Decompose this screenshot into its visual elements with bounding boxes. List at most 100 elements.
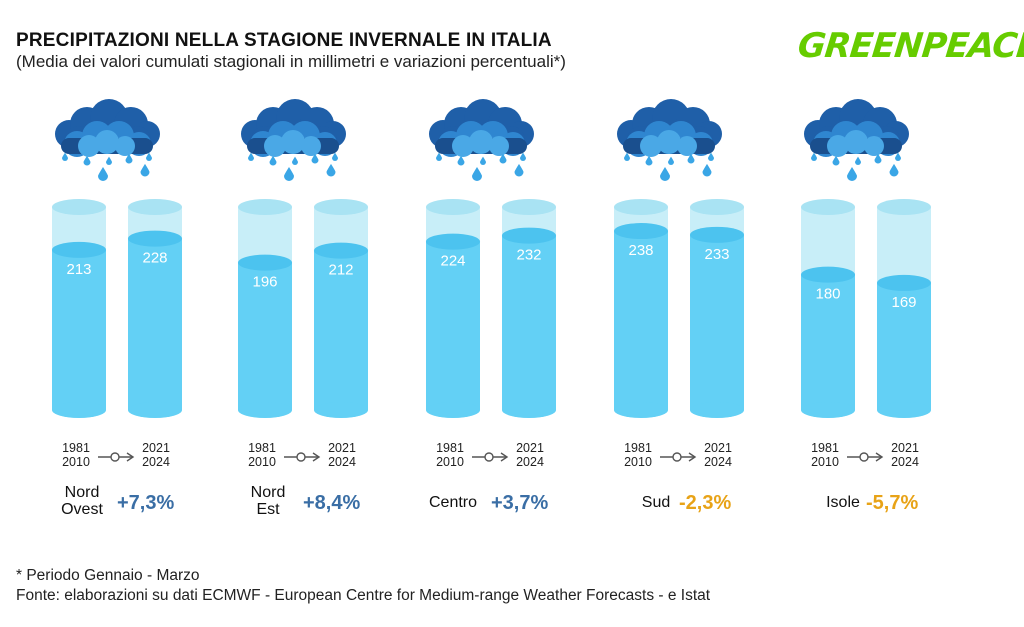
bar <box>614 231 668 410</box>
tube-rim <box>128 199 182 215</box>
bar-value-label: 228 <box>142 250 167 267</box>
region-label: Centro <box>429 494 477 511</box>
bar <box>52 249 106 410</box>
bar-value-label: 232 <box>516 247 541 264</box>
bar <box>426 241 480 410</box>
percent-change: +7,3% <box>117 492 174 514</box>
bar-value-label: 238 <box>628 242 653 259</box>
bar-tube: 180 <box>801 199 855 418</box>
bar-base <box>52 402 106 418</box>
period-label: 2024 <box>328 455 356 469</box>
tube-rim <box>614 199 668 215</box>
bar-surface <box>426 233 480 250</box>
percent-change: -2,3% <box>679 492 731 514</box>
region-label: Sud <box>642 494 670 511</box>
bar-tube: 232 <box>502 199 556 418</box>
period-label: 2021 <box>142 441 170 455</box>
footnote-source: Fonte: elaborazioni su dati ECMWF - Euro… <box>16 587 711 604</box>
rain-cloud-icon <box>241 99 346 181</box>
tube-rim <box>801 199 855 215</box>
period-label: 2021 <box>516 441 544 455</box>
bar-tube: 212 <box>314 199 368 418</box>
period-label: 1981 <box>624 441 652 455</box>
arrow-icon <box>660 452 697 462</box>
period-label: 2010 <box>811 455 839 469</box>
footnote-period: * Periodo Gennaio - Marzo <box>16 567 200 584</box>
period-label: 2021 <box>704 441 732 455</box>
bar-surface <box>502 227 556 244</box>
bar-base <box>426 402 480 418</box>
bar-tube: 228 <box>128 199 182 418</box>
period-label: 2010 <box>624 455 652 469</box>
bar-tube: 233 <box>690 199 744 418</box>
bar-base <box>502 402 556 418</box>
period-label: 2024 <box>891 455 919 469</box>
bar-surface <box>238 254 292 271</box>
bar-surface <box>52 241 106 258</box>
period-label: 2024 <box>142 455 170 469</box>
bar-tube: 238 <box>614 199 668 418</box>
region-label: Est <box>256 501 280 518</box>
tube-rim <box>314 199 368 215</box>
period-label: 2010 <box>62 455 90 469</box>
percent-change: +3,7% <box>491 492 548 514</box>
bar-value-label: 213 <box>66 261 91 278</box>
bar <box>877 282 931 410</box>
period-label: 2024 <box>516 455 544 469</box>
tube-rim <box>426 199 480 215</box>
region-label: Isole <box>826 494 860 511</box>
bar-value-label: 233 <box>704 246 729 263</box>
region-label: Nord <box>251 484 286 501</box>
bar-tube: 213 <box>52 199 106 418</box>
bar-surface <box>690 226 744 243</box>
bar <box>238 262 292 410</box>
period-label: 1981 <box>811 441 839 455</box>
bar <box>690 234 744 410</box>
period-label: 2021 <box>891 441 919 455</box>
bar-tube: 169 <box>877 199 931 418</box>
period-label: 2021 <box>328 441 356 455</box>
region-label: Nord <box>65 484 100 501</box>
period-label: 1981 <box>248 441 276 455</box>
arrow-icon <box>284 452 321 462</box>
bar <box>502 235 556 410</box>
bar-base <box>614 402 668 418</box>
bar-tube: 224 <box>426 199 480 418</box>
rain-cloud-icon <box>804 99 909 181</box>
bar-value-label: 212 <box>328 262 353 279</box>
bar-value-label: 224 <box>440 253 465 270</box>
period-label: 2010 <box>436 455 464 469</box>
arrow-icon <box>98 452 135 462</box>
tube-rim <box>877 199 931 215</box>
rain-cloud-icon <box>429 99 534 181</box>
tube-rim <box>690 199 744 215</box>
rain-cloud-icon <box>617 99 722 181</box>
bar <box>801 274 855 410</box>
bar-base <box>128 402 182 418</box>
bar-base <box>238 402 292 418</box>
rain-cloud-icon <box>55 99 160 181</box>
bar-surface <box>877 274 931 291</box>
period-label: 2024 <box>704 455 732 469</box>
bar-base <box>877 402 931 418</box>
bar <box>128 238 182 410</box>
bar-surface <box>801 266 855 283</box>
bar-value-label: 169 <box>891 294 916 311</box>
bar-surface <box>314 242 368 259</box>
bar-surface <box>128 230 182 247</box>
tube-rim <box>52 199 106 215</box>
arrow-icon <box>472 452 509 462</box>
chart-subtitle: (Media dei valori cumulati stagionali in… <box>16 52 566 71</box>
bar-value-label: 180 <box>815 286 840 303</box>
tube-rim <box>502 199 556 215</box>
arrow-icon <box>847 452 884 462</box>
chart-title: PRECIPITAZIONI NELLA STAGIONE INVERNALE … <box>16 30 552 51</box>
bar-tube: 196 <box>238 199 292 418</box>
bar-base <box>801 402 855 418</box>
